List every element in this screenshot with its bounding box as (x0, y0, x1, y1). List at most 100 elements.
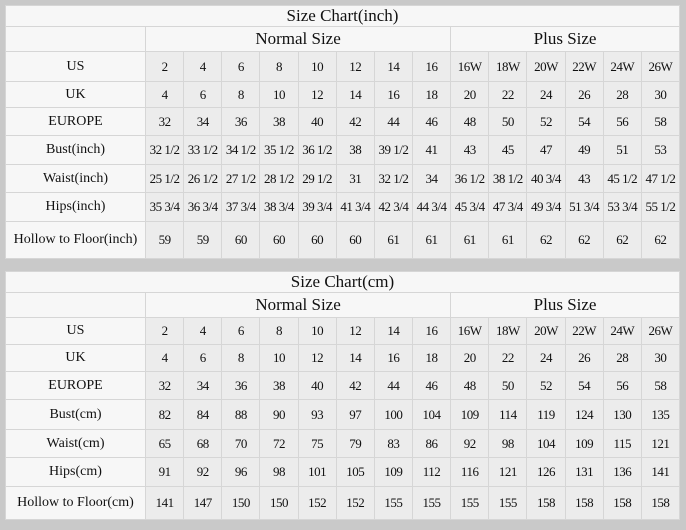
size-cell: 158 (640, 486, 681, 520)
size-cell: 40 (297, 107, 337, 136)
size-cell: 121 (640, 429, 681, 458)
size-cell: 147 (183, 486, 223, 520)
size-cell: 22W (564, 317, 604, 345)
size-cell: 20W (526, 51, 566, 82)
size-cell: 152 (335, 486, 375, 520)
size-cell: 39 1/2 (373, 135, 413, 165)
size-cell: 10 (259, 344, 299, 372)
row-label: Waist(cm) (5, 429, 146, 458)
size-cell: 109 (450, 399, 490, 430)
row-label: EUROPE (5, 107, 146, 136)
size-cell: 14 (335, 81, 375, 108)
size-cell: 48 (450, 371, 490, 400)
size-cell: 62 (564, 221, 604, 259)
size-cell: 40 3/4 (526, 164, 566, 193)
size-cell: 6 (183, 81, 223, 108)
size-cell: 44 (373, 107, 413, 136)
size-cell: 42 (335, 371, 375, 400)
size-cell: 62 (526, 221, 566, 259)
size-cell: 158 (526, 486, 566, 520)
size-cell: 22W (564, 51, 604, 82)
size-cell: 4 (144, 81, 185, 108)
size-cell: 83 (373, 429, 413, 458)
size-cell: 141 (144, 486, 185, 520)
size-cell: 47 1/2 (640, 164, 681, 193)
size-cell: 54 (564, 371, 604, 400)
size-cell: 26 (564, 344, 604, 372)
size-cell: 92 (183, 457, 223, 487)
size-cell: 61 (488, 221, 528, 259)
row-label: Bust(cm) (5, 399, 146, 430)
size-cell: 38 (259, 107, 299, 136)
chart-title: Size Chart(inch) (5, 5, 680, 27)
table-row: EUROPE 32 34 36 38 40 42 44 46 48 50 52 54 56 58 (5, 371, 681, 400)
size-cell: 61 (450, 221, 490, 259)
header-blank (5, 292, 146, 318)
size-cell: 34 (411, 164, 452, 193)
size-cell: 38 (259, 371, 299, 400)
size-cell: 42 3/4 (373, 192, 413, 222)
size-cell: 18W (488, 317, 528, 345)
size-cell: 35 1/2 (259, 135, 299, 165)
size-cell: 36 1/2 (297, 135, 337, 165)
row-label: US (5, 317, 146, 345)
table-row: Bust(cm) 82 84 88 90 93 97 100 104 109 114 119 124 13… (5, 399, 681, 430)
size-cell: 45 1/2 (602, 164, 642, 193)
size-cell: 32 1/2 (373, 164, 413, 193)
size-cell: 44 (373, 371, 413, 400)
size-cell: 109 (373, 457, 413, 487)
size-cell: 46 (411, 107, 452, 136)
row-label: Bust(inch) (5, 135, 146, 165)
size-cell: 97 (335, 399, 375, 430)
size-cell: 56 (602, 107, 642, 136)
size-cell: 59 (183, 221, 223, 259)
size-cell: 46 (411, 371, 452, 400)
size-cell: 12 (335, 51, 375, 82)
size-cell: 114 (488, 399, 528, 430)
size-chart-cm: Size Chart(cm) Normal Size Plus Size US 2 4 6 8… (5, 271, 681, 520)
size-cell: 32 1/2 (144, 135, 185, 165)
size-cell: 36 (221, 371, 261, 400)
size-cell: 155 (373, 486, 413, 520)
size-cell: 124 (564, 399, 604, 430)
table-row: Waist(cm) 65 68 70 72 75 79 83 86 92 98 104 109 115 12… (5, 429, 681, 458)
size-cell: 72 (259, 429, 299, 458)
size-cell: 101 (297, 457, 337, 487)
size-cell: 50 (488, 107, 528, 136)
table-row: EUROPE 32 34 36 38 40 42 44 46 48 50 52 54 56 58 (5, 107, 681, 136)
size-cell: 18 (411, 81, 452, 108)
size-cell: 28 1/2 (259, 164, 299, 193)
size-cell: 109 (564, 429, 604, 458)
size-cell: 40 (297, 371, 337, 400)
size-cell: 155 (450, 486, 490, 520)
size-cell: 75 (297, 429, 337, 458)
size-cell: 131 (564, 457, 604, 487)
size-cell: 24 (526, 344, 566, 372)
size-cell: 84 (183, 399, 223, 430)
size-cell: 96 (221, 457, 261, 487)
size-cell: 33 1/2 (183, 135, 223, 165)
size-cell: 60 (259, 221, 299, 259)
size-cell: 150 (221, 486, 261, 520)
row-label: US (5, 51, 146, 82)
table-row: UK 4 6 8 10 12 14 16 18 20 22 24 26 28 30 (5, 344, 681, 372)
table-row: US 2 4 6 8 10 12 14 16 16W 18W 20W 22W 24W 26W (5, 51, 681, 82)
size-cell: 36 3/4 (183, 192, 223, 222)
size-cell: 6 (221, 317, 261, 345)
size-cell: 16 (373, 344, 413, 372)
size-cell: 115 (602, 429, 642, 458)
size-cell: 14 (373, 51, 413, 82)
size-cell: 49 3/4 (526, 192, 566, 222)
table-row: US 2 4 6 8 10 12 14 16 16W 18W 20W 22W 24W 26W (5, 317, 681, 345)
size-cell: 4 (183, 51, 223, 82)
size-cell: 152 (297, 486, 337, 520)
size-cell: 90 (259, 399, 299, 430)
table-row: Hips(inch) 35 3/4 36 3/4 37 3/4 38 3/4 39 3/4… (5, 192, 681, 222)
table-row: Waist(inch) 25 1/2 26 1/2 27 1/2 28 1/2 29 1/… (5, 164, 681, 193)
size-cell: 61 (411, 221, 452, 259)
size-cell: 43 (450, 135, 490, 165)
size-cell: 86 (411, 429, 452, 458)
size-cell: 30 (640, 81, 681, 108)
size-cell: 41 (411, 135, 452, 165)
size-cell: 6 (183, 344, 223, 372)
